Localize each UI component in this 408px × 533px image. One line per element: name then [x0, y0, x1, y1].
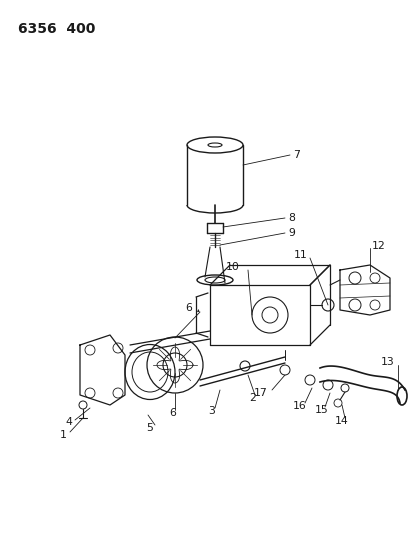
Text: 8: 8	[288, 213, 295, 223]
Text: 13: 13	[381, 357, 395, 367]
Text: 2: 2	[250, 393, 257, 403]
Text: 4: 4	[65, 417, 72, 427]
Text: 3: 3	[208, 406, 215, 416]
Text: 17: 17	[254, 388, 268, 398]
Text: 12: 12	[372, 241, 386, 251]
Text: 1: 1	[60, 430, 67, 440]
Text: 6: 6	[170, 408, 176, 418]
Text: 5: 5	[146, 423, 153, 433]
Text: 16: 16	[293, 401, 307, 411]
Text: 10: 10	[226, 262, 240, 272]
Text: 14: 14	[335, 416, 349, 426]
Text: 9: 9	[288, 228, 295, 238]
Text: 6: 6	[185, 303, 192, 313]
Text: 15: 15	[315, 405, 329, 415]
Text: 7: 7	[293, 150, 300, 160]
Text: ▴: ▴	[197, 308, 200, 312]
Text: 6356  400: 6356 400	[18, 22, 95, 36]
Text: 11: 11	[294, 250, 308, 260]
